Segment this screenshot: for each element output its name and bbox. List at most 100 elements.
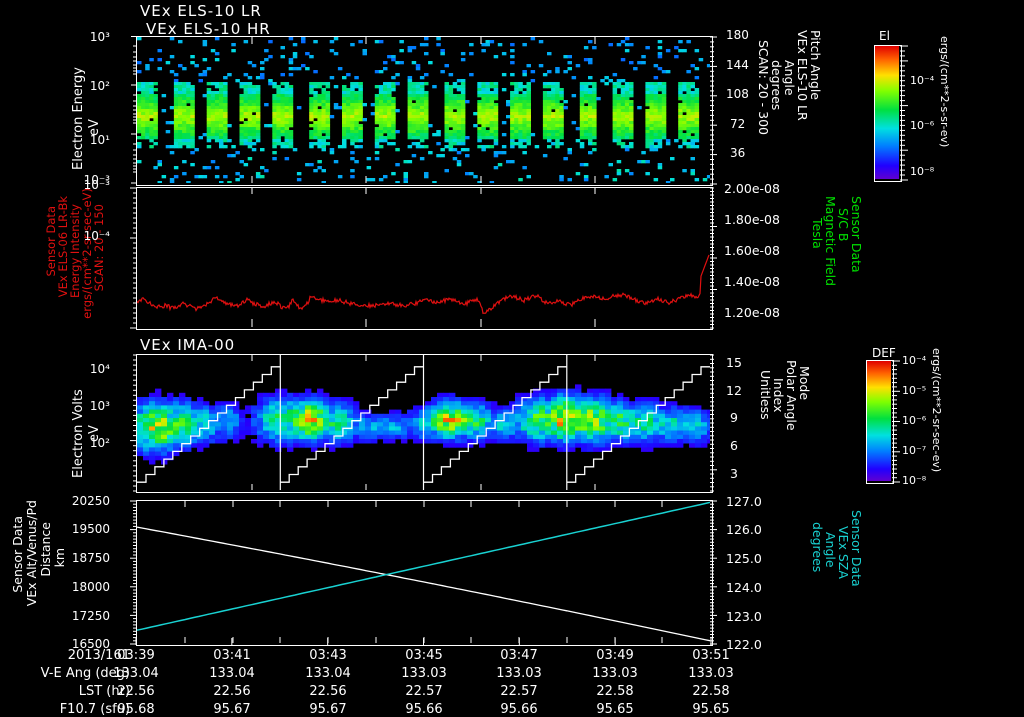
footer-cell: 95.65 [596, 702, 634, 717]
panel1-cb-tick-2: 10⁻⁸ [910, 165, 935, 178]
panel3-cb-tick-0: 10⁻⁴ [902, 354, 927, 367]
panel3-cb-tick-2: 10⁻⁶ [902, 414, 927, 427]
panel2-left-minor-ticks [130, 187, 137, 329]
panel1-cb-tick-0: 10⁻⁴ [910, 74, 935, 87]
panel1-rtick-2: 108 [726, 87, 749, 101]
panel1-right-ticks [710, 36, 717, 185]
footer-cell: 22.56 [117, 684, 155, 699]
footer-row-label: LST (hr) [78, 684, 130, 699]
panel1-rtick-1: 144 [726, 58, 749, 72]
panel1-ytick-2: 10¹ [89, 133, 110, 147]
panel2-line-svg [137, 188, 710, 327]
panel4-ytick-4: 17250 [71, 609, 110, 623]
panel1-colorbar-units: ergs/(cm**2-s-sr-ev) [938, 36, 951, 148]
panel1-ytick-3: 10⁻³ [83, 173, 110, 187]
footer-cell: 95.66 [500, 702, 538, 717]
panel3-colorbar-units: ergs/(cm**2-sr-sec-ev) [930, 348, 943, 473]
panel4-left-minor-ticks [130, 500, 137, 645]
panel1-rtick-3: 72 [730, 117, 746, 131]
panel3-ytick-0: 10⁴ [89, 362, 110, 376]
panel3-right-ticks [710, 354, 717, 492]
panel3-spectrogram [136, 354, 713, 493]
panel3-title: VEx IMA-00 [140, 336, 236, 354]
panel1-spectrogram [136, 36, 713, 186]
footer-cell: 133.04 [305, 666, 351, 681]
time-axis-ticks [135, 638, 712, 645]
panel1-title-lr: VEx ELS-10 LR [140, 2, 262, 20]
panel4-rtick-5: 122.0 [726, 637, 762, 652]
footer-cell: 22.57 [405, 684, 443, 699]
footer-cell: 133.04 [209, 666, 255, 681]
panel4-rtick-3: 124.0 [726, 580, 762, 595]
footer-table: 2013/161 03:39 03:41 03:43 03:45 03:47 03:49 03… [0, 638, 1024, 717]
panel4-rtick-4: 123.0 [726, 609, 762, 624]
footer-cell: 03:47 [500, 648, 538, 663]
panel1-colorbar [874, 45, 902, 182]
panel4-rtick-0: 127.0 [726, 494, 762, 509]
panel1-spectrogram-svg [137, 37, 710, 183]
footer-cell: 133.03 [401, 666, 447, 681]
panel4-line-svg [137, 501, 710, 643]
footer-cell: 22.58 [692, 684, 730, 699]
footer-cell: 133.03 [592, 666, 638, 681]
panel2-rtick-3: 1.40e-08 [724, 274, 780, 289]
footer-cell: 03:51 [692, 648, 730, 663]
panel4-ytick-0: 20250 [71, 494, 110, 508]
panel3-colorbar [866, 360, 894, 484]
panel3-colorbar-gradient [867, 361, 891, 481]
footer-cell: 22.57 [500, 684, 538, 699]
panel3-rtick-0: 15 [726, 355, 742, 370]
panel3-cb-tick-4: 10⁻⁸ [902, 474, 927, 487]
footer-cell: 95.68 [117, 702, 155, 717]
footer-cell: 22.58 [596, 684, 634, 699]
panel1-colorbar-ticks [900, 45, 908, 181]
footer-cell: 03:45 [405, 648, 443, 663]
footer-cell: 95.67 [309, 702, 347, 717]
panel1-rtick-4: 36 [730, 146, 746, 160]
panel3-cb-tick-1: 10⁻⁵ [902, 384, 927, 397]
panel4-ytick-3: 18000 [71, 580, 110, 594]
panel1-colorbar-title: El [879, 29, 890, 43]
panel1-title-hr: VEx ELS-10 HR [146, 20, 271, 38]
panel4-ytick-2: 18750 [71, 551, 110, 565]
panel2-magnetic-field [136, 187, 713, 330]
footer-cell: 03:49 [596, 648, 634, 663]
panel3-left-minor-ticks [130, 354, 137, 492]
footer-cell: 133.03 [688, 666, 734, 681]
panel3-ytick-2: 10² [89, 436, 110, 450]
panel4-ytick-1: 19500 [71, 522, 110, 536]
panel2-ytick-1: 10⁻⁴ [83, 229, 110, 243]
footer-cell: 133.04 [113, 666, 159, 681]
panel3-rtick-2: 9 [730, 410, 738, 425]
panel2-rtick-1: 1.80e-08 [724, 212, 780, 227]
footer-cell: 03:43 [309, 648, 347, 663]
panel1-left-minor-ticks [131, 36, 137, 184]
footer-cell: 95.65 [692, 702, 730, 717]
panel2-ytick-0: 10⁻³ [83, 178, 110, 192]
panel3-ytick-1: 10³ [89, 399, 110, 413]
panel4-ytick-5: 16500 [71, 637, 110, 651]
footer-row-label: 2013/161 [67, 648, 130, 663]
panel3-rtick-1: 12 [726, 383, 742, 398]
panel3-spectrogram-svg [137, 355, 710, 490]
footer-cell: 03:39 [117, 648, 155, 663]
panel1-ytick-1: 10² [89, 79, 110, 93]
panel2-rtick-2: 1.60e-08 [724, 243, 780, 258]
panel1-rtick-0: 180 [726, 28, 749, 42]
panel3-rtick-4: 3 [730, 466, 738, 481]
panel3-colorbar-ticks [892, 360, 900, 483]
panel4-right-ticks [710, 500, 717, 645]
panel1-ytick-0: 10³ [89, 30, 110, 44]
footer-cell: 95.66 [405, 702, 443, 717]
panel4-rtick-2: 125.0 [726, 551, 762, 566]
panel2-rtick-4: 1.20e-08 [724, 305, 780, 320]
panel4-rtick-1: 126.0 [726, 522, 762, 537]
panel3-rtick-3: 6 [730, 438, 738, 453]
panel4-ephemeris [136, 500, 713, 646]
footer-cell: 22.56 [213, 684, 251, 699]
footer-cell: 22.56 [309, 684, 347, 699]
panel2-right-ticks [710, 187, 717, 329]
footer-row-label: V-E Ang (deg) [40, 666, 130, 681]
panel1-cb-tick-1: 10⁻⁶ [910, 119, 935, 132]
